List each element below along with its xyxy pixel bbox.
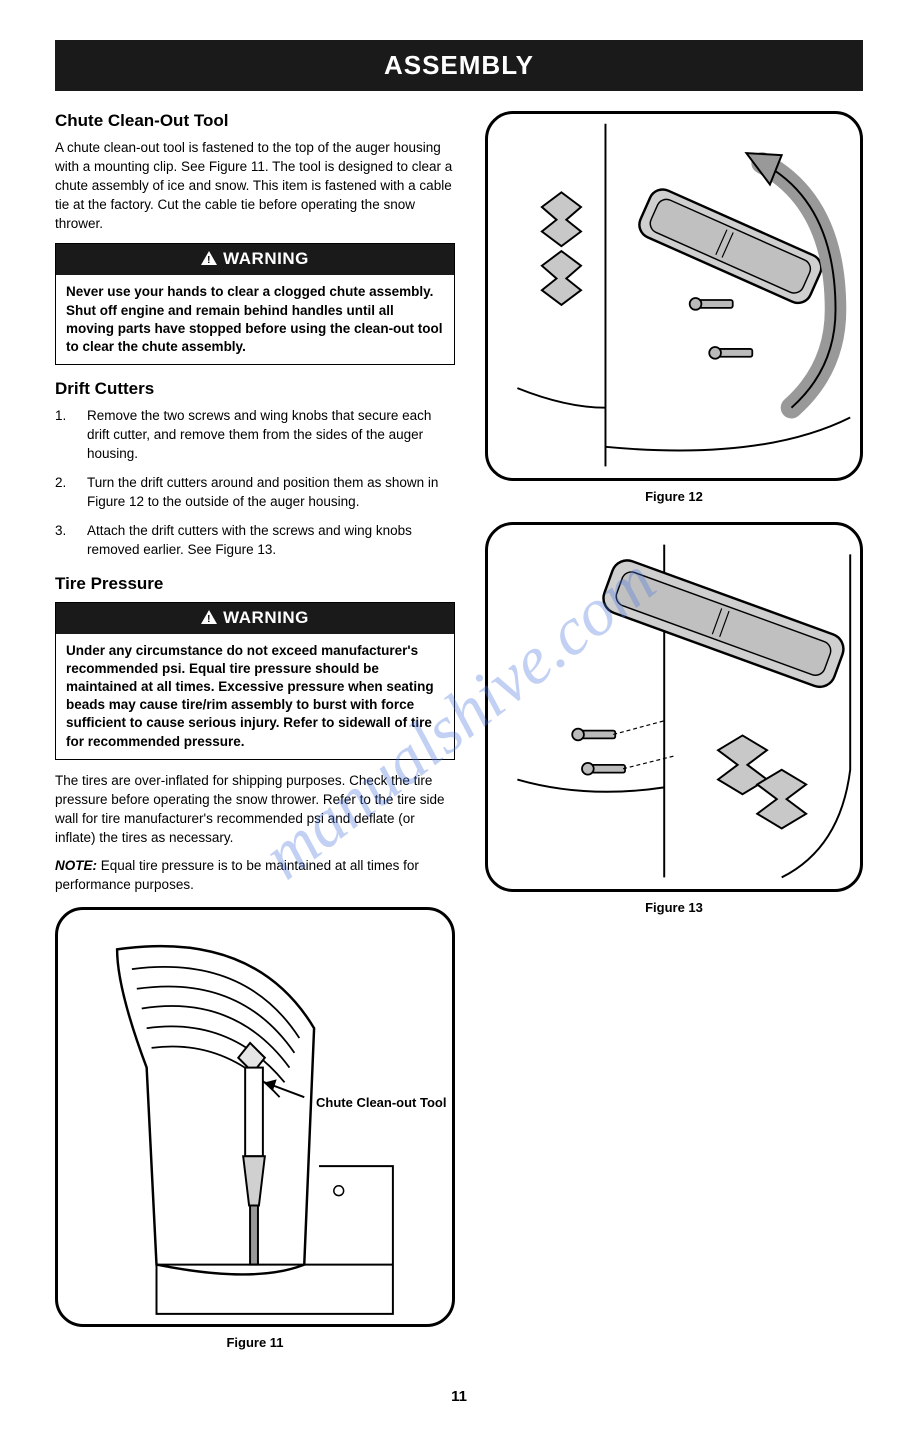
figure-11-callout: Chute Clean-out Tool	[316, 1095, 446, 1110]
warning-label: WARNING	[223, 249, 309, 268]
page-number: 11	[55, 1388, 863, 1405]
tire-heading: Tire Pressure	[55, 574, 455, 594]
right-column: Figure 12	[485, 111, 863, 1368]
drift-heading: Drift Cutters	[55, 379, 455, 399]
warning-header: ! WARNING	[56, 603, 454, 634]
drift-step: 2.Turn the drift cutters around and posi…	[55, 474, 455, 512]
svg-text:!: !	[207, 614, 211, 624]
drift-steps-list: 1.Remove the two screws and wing knobs t…	[55, 407, 455, 559]
warning-icon: !	[201, 609, 217, 629]
svg-text:!: !	[207, 255, 211, 265]
note-label: NOTE:	[55, 858, 97, 873]
figure-11-svg	[58, 910, 452, 1324]
step-number: 2.	[55, 474, 87, 512]
figure-12-box	[485, 111, 863, 481]
figure-11-box: Chute Clean-out Tool	[55, 907, 455, 1327]
left-column: Chute Clean-Out Tool A chute clean-out t…	[55, 111, 455, 1368]
step-text: Turn the drift cutters around and positi…	[87, 474, 455, 512]
tire-warning-box: ! WARNING Under any circumstance do not …	[55, 602, 455, 760]
warning-icon: !	[201, 250, 217, 270]
page-header-bar: ASSEMBLY	[55, 40, 863, 91]
note-body: Equal tire pressure is to be maintained …	[55, 858, 419, 892]
chute-body: A chute clean-out tool is fastened to th…	[55, 139, 455, 233]
page-header-title: ASSEMBLY	[384, 50, 534, 80]
figure-11-caption: Figure 11	[55, 1335, 455, 1350]
chute-warning-text: Never use your hands to clear a clogged …	[56, 275, 454, 364]
warning-label: WARNING	[223, 608, 309, 627]
chute-heading: Chute Clean-Out Tool	[55, 111, 455, 131]
figure-13-box	[485, 522, 863, 892]
content-columns: Chute Clean-Out Tool A chute clean-out t…	[55, 111, 863, 1368]
step-text: Attach the drift cutters with the screws…	[87, 522, 455, 560]
warning-header: ! WARNING	[56, 244, 454, 275]
step-number: 3.	[55, 522, 87, 560]
figure-12-caption: Figure 12	[485, 489, 863, 504]
step-text: Remove the two screws and wing knobs tha…	[87, 407, 455, 464]
tire-note: NOTE: Equal tire pressure is to be maint…	[55, 857, 455, 895]
figure-13-svg	[488, 525, 860, 887]
drift-step: 3.Attach the drift cutters with the scre…	[55, 522, 455, 560]
drift-step: 1.Remove the two screws and wing knobs t…	[55, 407, 455, 464]
figure-13-caption: Figure 13	[485, 900, 863, 915]
step-number: 1.	[55, 407, 87, 464]
tire-warning-text: Under any circumstance do not exceed man…	[56, 634, 454, 759]
tire-body: The tires are over-inflated for shipping…	[55, 772, 455, 848]
chute-warning-box: ! WARNING Never use your hands to clear …	[55, 243, 455, 365]
figure-12-svg	[488, 114, 860, 476]
